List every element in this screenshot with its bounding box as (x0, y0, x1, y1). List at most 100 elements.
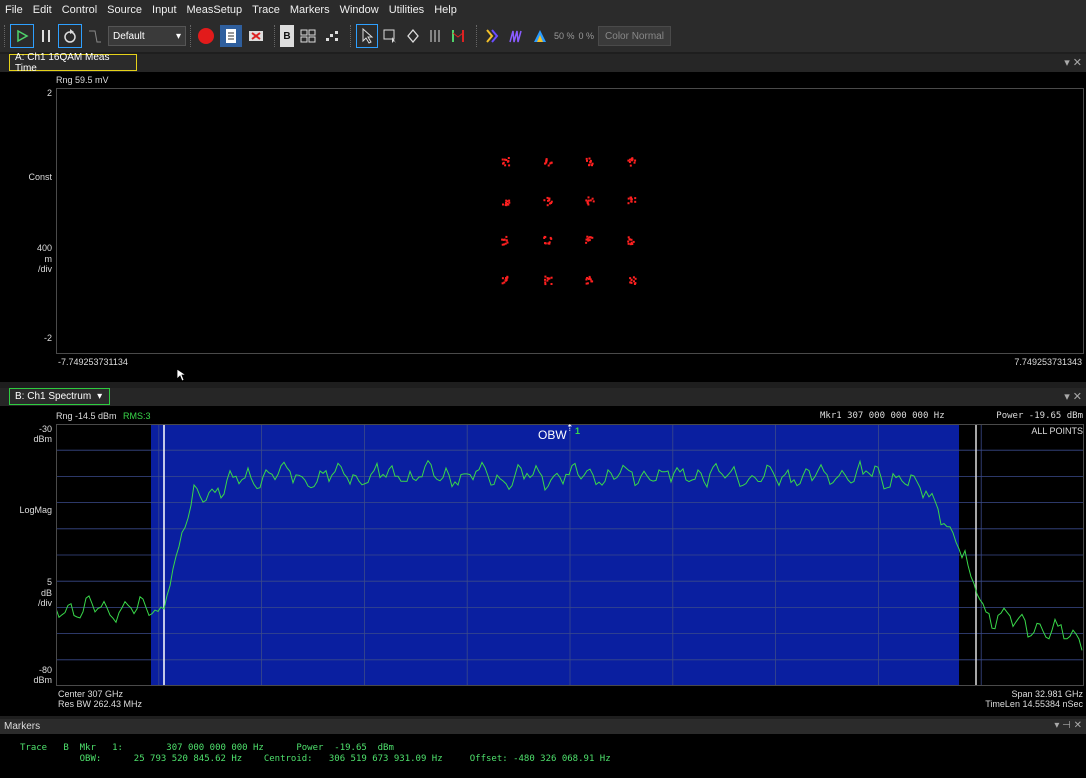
panel-b-header: ▾ ✕ (0, 388, 1086, 406)
marker-triangle-icon[interactable]: ⇡ (566, 423, 574, 433)
markers-line-1: Trace B Mkr 1: 307 000 000 000 Hz Power … (20, 743, 394, 753)
preset-label: Default (113, 30, 145, 42)
menu-markers[interactable]: Markers (289, 4, 330, 16)
panel-b-close-icon[interactable]: ▾ ✕ (1064, 391, 1082, 403)
panel-b-scale-unit: dB (40, 588, 52, 598)
marker-button[interactable] (404, 25, 422, 47)
panel-b-range: Rng -14.5 dBm (56, 411, 117, 421)
density-icon (534, 30, 546, 42)
time-length: TimeLen 14.55384 nSec (985, 699, 1083, 709)
markers-body: Trace B Mkr 1: 307 000 000 000 Hz Power … (0, 734, 1086, 778)
zoom-box-button[interactable] (382, 25, 400, 47)
constellation-point (544, 275, 553, 286)
span: Span 32.981 GHz (1011, 689, 1083, 699)
constellation-point (543, 196, 553, 207)
menu-help[interactable]: Help (434, 4, 457, 16)
constellation-frame (56, 88, 1084, 354)
toolbar: Default ▾ B 50 % 0 % Color Normal (0, 20, 1086, 52)
band-marker-icon (452, 30, 464, 42)
document-button[interactable] (220, 25, 242, 47)
constellation-point (585, 235, 594, 244)
preset-dropdown[interactable]: Default ▾ (108, 26, 186, 46)
waterfall-button[interactable] (506, 25, 526, 47)
panel-b-tab[interactable]: B: Ch1 Spectrum ▾ (9, 388, 110, 405)
scatter-button[interactable] (322, 25, 342, 47)
spectrum-frame (56, 424, 1084, 686)
panel-b-y-label: LogMag (19, 505, 52, 515)
constellation-point (585, 275, 594, 285)
panel-a-y-bottom: -2 (43, 333, 52, 343)
marker-number: 1 (575, 426, 581, 436)
clear-button[interactable] (246, 25, 266, 47)
markers-header: Markers ▾ ⊣ ✕ (0, 719, 1086, 734)
mouse-cursor-icon (176, 368, 188, 382)
toolbar-separator (350, 25, 352, 47)
menu-window[interactable]: Window (339, 4, 379, 16)
rainbow-button[interactable] (482, 25, 502, 47)
clear-icon (249, 31, 263, 41)
panel-b-rms: RMS:3 (123, 411, 151, 421)
panel-a-close-icon[interactable]: ▾ ✕ (1064, 57, 1082, 69)
diamond-icon (407, 29, 419, 43)
constellation-point (585, 196, 595, 206)
layout-button[interactable] (298, 25, 318, 47)
density-button[interactable] (530, 25, 550, 47)
constellation-point (627, 236, 635, 246)
constellation-point (501, 275, 509, 285)
persistence-pct-1: 50 % (554, 31, 575, 41)
single-button[interactable] (58, 24, 82, 48)
panel-a-range: Rng 59.5 mV (56, 75, 109, 85)
toolbar-separator (476, 25, 478, 47)
panel-b-y-bottom-unit: dBm (33, 675, 52, 685)
panel-a-y-top: 2 (46, 88, 52, 98)
color-mode-dropdown[interactable]: Color Normal (598, 26, 671, 46)
constellation-point (627, 196, 637, 205)
panel-b-scale-value: 5 (46, 577, 52, 587)
run-button[interactable] (10, 24, 34, 48)
spectrum-grid (56, 424, 1084, 686)
markers-line-2: OBW: 25 793 520 845.62 Hz Centroid: 306 … (20, 754, 611, 764)
constellation-point (627, 157, 637, 167)
panel-a-y-label: Const (28, 172, 52, 182)
menu-edit[interactable]: Edit (32, 4, 52, 16)
resolution-bandwidth: Res BW 262.43 MHz (58, 699, 143, 709)
document-icon (226, 29, 236, 43)
trigger-icon (89, 30, 101, 43)
panel-a-scale-value: 400 (36, 243, 52, 253)
menu-source[interactable]: Source (107, 4, 143, 16)
trigger-button[interactable] (86, 25, 104, 47)
panel-b-scale-div: /div (37, 598, 52, 608)
menu-utilities[interactable]: Utilities (388, 4, 425, 16)
constellation-point (502, 199, 511, 207)
center-frequency: Center 307 GHz (58, 689, 124, 699)
panel-b-y-top: -30 (38, 424, 52, 434)
grid-layout-icon (300, 29, 316, 43)
panel-b-y-top-unit: dBm (33, 434, 52, 444)
markers-close-icon[interactable]: ▾ ⊣ ✕ (1054, 720, 1082, 731)
pause-icon (42, 30, 50, 42)
menu-bar: File Edit Control Source Input MeasSetup Trace… (0, 0, 1086, 20)
menu-file[interactable]: File (5, 4, 23, 16)
chevron-down-icon: ▾ (97, 391, 103, 402)
persistence-pct-2: 0 % (578, 31, 595, 41)
menu-input[interactable]: Input (152, 4, 177, 16)
b-button[interactable]: B (280, 25, 294, 47)
toolbar-separator (274, 25, 276, 47)
scatter-icon (326, 31, 338, 41)
menu-control[interactable]: Control (61, 4, 98, 16)
pointer-button[interactable] (356, 24, 378, 48)
constellation-point (543, 235, 553, 245)
record-button[interactable] (196, 25, 216, 47)
color-mode-label: Color Normal (605, 30, 664, 42)
panel-a-scale-unit: m (44, 254, 53, 264)
menu-meassetup[interactable]: MeasSetup (186, 4, 243, 16)
panel-a-tab[interactable]: A: Ch1 16QAM Meas Time (9, 52, 137, 74)
constellation-point (501, 235, 509, 246)
markers-title: Markers (4, 721, 41, 732)
bars-button[interactable] (426, 25, 444, 47)
pause-button[interactable] (38, 25, 54, 47)
panel-b-title: B: Ch1 Spectrum (15, 391, 92, 402)
band-marker-button[interactable] (448, 25, 468, 47)
menu-trace[interactable]: Trace (252, 4, 280, 16)
restart-icon (64, 29, 76, 43)
